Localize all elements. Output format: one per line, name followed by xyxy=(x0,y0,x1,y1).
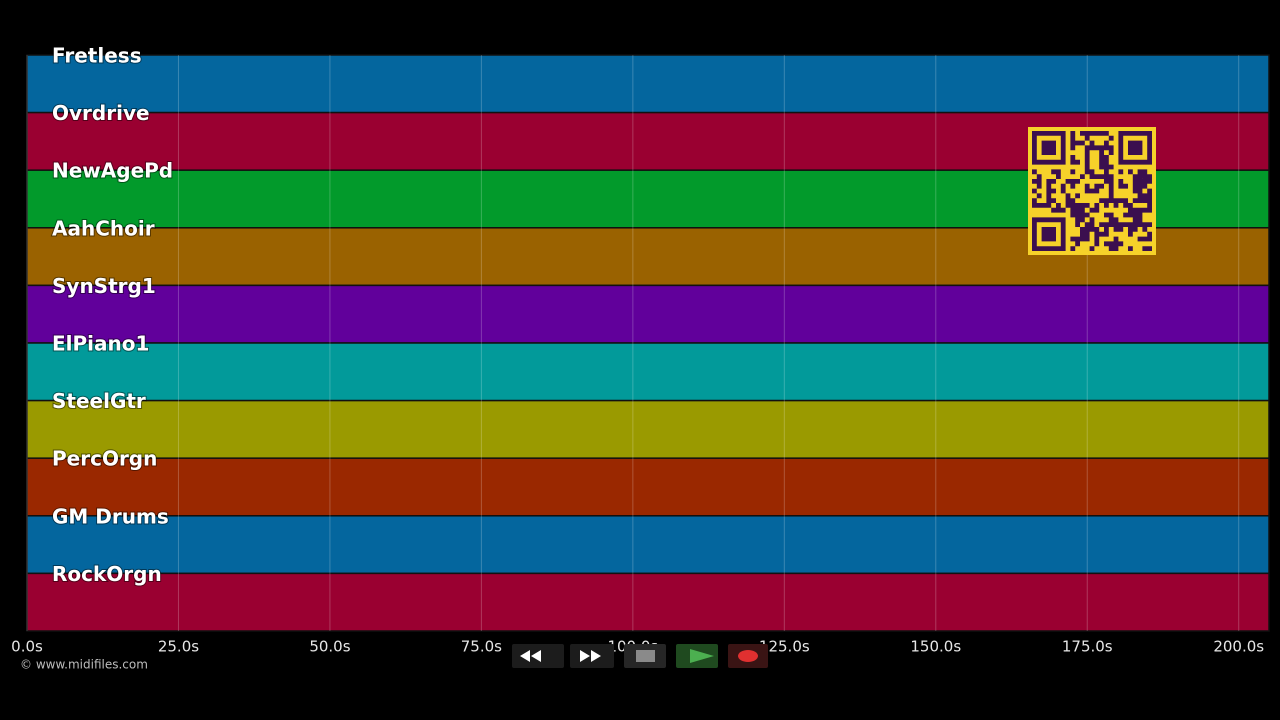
record-button[interactable] xyxy=(728,644,768,668)
record-icon xyxy=(738,650,758,662)
track-label: AahChoir xyxy=(52,216,155,240)
track-label: RockOrgn xyxy=(52,562,162,586)
track-label: ElPiano1 xyxy=(52,332,149,356)
play-button[interactable] xyxy=(676,644,718,668)
stop-button[interactable] xyxy=(624,644,666,668)
x-tick-label: 75.0s xyxy=(461,638,502,656)
play-icon xyxy=(690,649,714,663)
track-label: SynStrg1 xyxy=(52,274,156,298)
x-tick-label: 150.0s xyxy=(910,638,961,656)
track-band xyxy=(26,399,1270,459)
track-labels: Fretless Ovrdrive NewAgePd AahChoir SynStrg1… xyxy=(51,43,174,587)
x-tick-label: 200.0s xyxy=(1213,638,1264,656)
track-band xyxy=(26,515,1270,575)
stop-icon xyxy=(636,650,655,662)
qr-modules xyxy=(1032,131,1152,251)
track-band xyxy=(26,457,1270,517)
x-tick-label: 25.0s xyxy=(158,638,199,656)
track-band xyxy=(26,54,1270,114)
time-axis: 0.0s25.0s50.0s75.0s100.0s125.0s150.0s175… xyxy=(11,638,1264,656)
rewind-button[interactable] xyxy=(512,644,564,668)
credit: © www.midifiles.com xyxy=(20,658,148,672)
x-tick-label: 0.0s xyxy=(11,638,43,656)
track-label: PercOrgn xyxy=(52,447,157,471)
transport-controls xyxy=(512,644,768,668)
fast-forward-icon xyxy=(580,650,601,662)
x-tick-label: 125.0s xyxy=(759,638,810,656)
qr-code xyxy=(1028,127,1156,255)
track-band xyxy=(26,342,1270,402)
track-band xyxy=(26,572,1270,632)
rewind-icon xyxy=(520,650,541,662)
track-label: Ovrdrive xyxy=(52,101,150,125)
track-label: SteelGtr xyxy=(52,389,146,413)
fast-forward-button[interactable] xyxy=(570,644,614,668)
track-label: NewAgePd xyxy=(52,159,173,183)
track-band xyxy=(26,284,1270,344)
track-label: Fretless xyxy=(52,44,142,68)
x-tick-label: 175.0s xyxy=(1062,638,1113,656)
x-tick-label: 50.0s xyxy=(309,638,350,656)
track-label: GM Drums xyxy=(52,504,169,528)
